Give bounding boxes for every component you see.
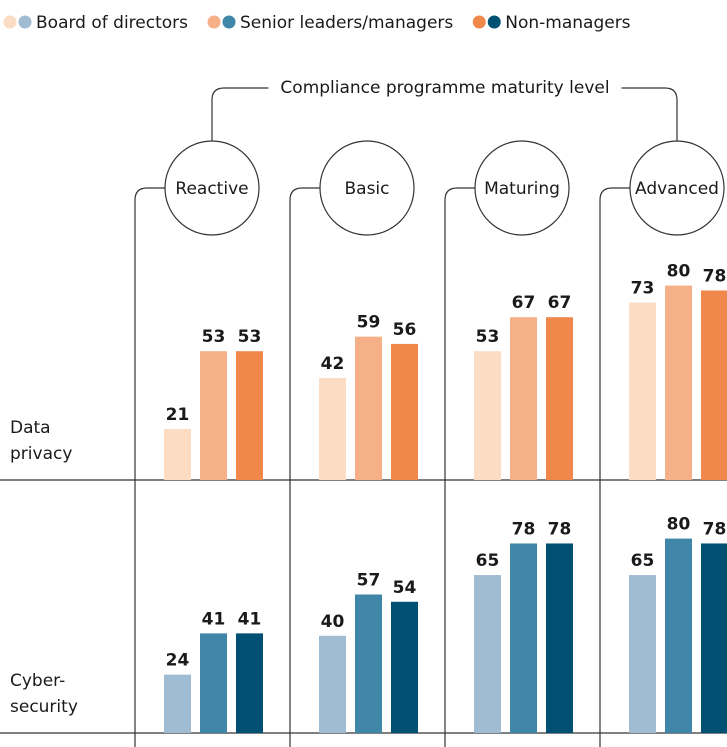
category-label: Maturing	[484, 179, 560, 199]
value-label: 53	[202, 327, 226, 347]
value-label: 40	[321, 612, 345, 632]
category-circle	[629, 140, 725, 236]
value-label: 56	[393, 320, 417, 340]
column-line	[599, 187, 630, 747]
value-label: 80	[667, 515, 691, 535]
bracket	[621, 87, 678, 141]
value-label: 78	[703, 519, 727, 539]
bar	[355, 594, 382, 733]
category-circle	[164, 140, 260, 236]
chart-title: Compliance programme maturity level	[280, 78, 609, 98]
bar	[629, 302, 656, 480]
bar	[319, 377, 346, 480]
category-label: Reactive	[175, 179, 248, 199]
bar	[546, 317, 573, 480]
column-line	[134, 187, 165, 747]
legend-label: Non-managers	[505, 13, 630, 33]
value-label: 80	[667, 262, 691, 282]
bar	[391, 601, 418, 733]
bar	[236, 633, 263, 733]
category-label: Basic	[344, 179, 389, 199]
value-label: 67	[548, 293, 572, 313]
value-label: 59	[357, 313, 381, 333]
bar	[355, 336, 382, 480]
category-label: Advanced	[635, 179, 719, 199]
bar	[200, 351, 227, 480]
bar	[164, 674, 191, 733]
bar	[510, 543, 537, 733]
legend-dot	[3, 15, 17, 29]
value-label: 53	[476, 327, 500, 347]
legend-dot	[207, 15, 221, 29]
row-label: Data privacy	[10, 418, 73, 464]
value-label: 78	[512, 519, 536, 539]
legend-label: Board of directors	[36, 13, 188, 33]
bar	[200, 633, 227, 733]
bar	[701, 543, 727, 733]
value-label: 78	[703, 266, 727, 286]
value-label: 57	[357, 570, 381, 590]
legend-dot	[18, 15, 32, 29]
value-label: 67	[512, 293, 536, 313]
row-label: Cyber-security	[10, 671, 78, 717]
bar	[510, 317, 537, 480]
bar	[474, 351, 501, 480]
value-label: 73	[631, 279, 655, 299]
value-label: 41	[202, 609, 226, 629]
value-label: 41	[238, 609, 262, 629]
bar	[236, 351, 263, 480]
value-label: 65	[476, 551, 500, 571]
bar	[665, 285, 692, 480]
bar	[164, 428, 191, 480]
legend-dot	[222, 15, 236, 29]
category-circle	[474, 140, 570, 236]
value-label: 78	[548, 519, 572, 539]
bar	[546, 543, 573, 733]
bar	[665, 538, 692, 733]
bar	[474, 575, 501, 733]
value-label: 65	[631, 551, 655, 571]
bar	[319, 635, 346, 733]
bar	[701, 290, 727, 480]
value-label: 24	[166, 651, 190, 671]
bracket	[211, 87, 269, 141]
legend-dot	[487, 15, 501, 29]
bar	[391, 343, 418, 480]
value-label: 21	[166, 405, 190, 425]
legend-label: Senior leaders/managers	[240, 13, 453, 33]
column-line	[444, 187, 475, 747]
column-line	[289, 187, 320, 747]
value-label: 53	[238, 327, 262, 347]
value-label: 54	[393, 578, 417, 598]
category-circle	[319, 140, 415, 236]
bar	[629, 575, 656, 733]
legend-dot	[472, 15, 486, 29]
value-label: 42	[321, 354, 345, 374]
